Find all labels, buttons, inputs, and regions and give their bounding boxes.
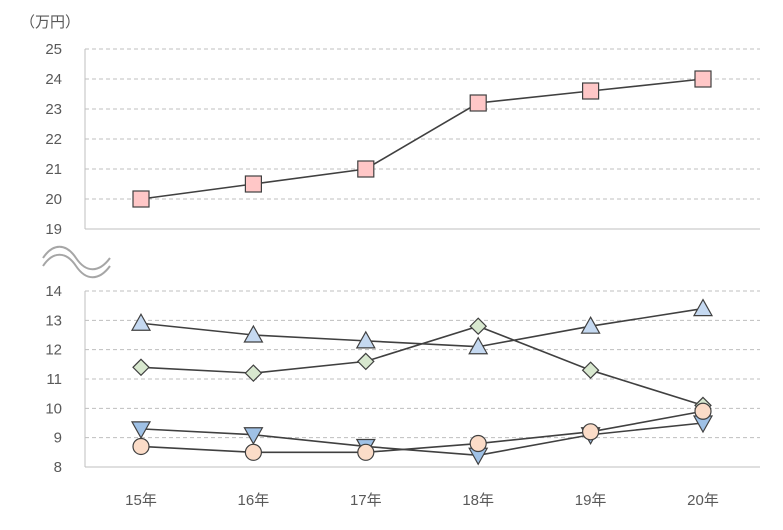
series-line <box>140 410 704 454</box>
series-line <box>140 307 704 348</box>
data-point <box>130 313 152 331</box>
y-tick-label: 9 <box>54 430 62 447</box>
data-point <box>694 70 712 88</box>
upper-panel-y-axis: 25 24 23 22 21 20 19 <box>45 41 62 238</box>
data-point <box>357 160 375 178</box>
data-point <box>694 402 712 420</box>
series-line <box>140 422 704 457</box>
x-tick-label: 20年 <box>687 492 719 509</box>
lower-panel-y-axis: 14 13 12 11 10 9 8 <box>45 283 62 476</box>
y-tick-label: 10 <box>45 400 62 417</box>
y-tick-label: 13 <box>45 312 62 329</box>
x-tick-label: 16年 <box>238 492 270 509</box>
y-tick-label: 19 <box>45 221 62 238</box>
data-point <box>132 358 150 377</box>
series-line <box>140 78 704 200</box>
y-tick-label: 12 <box>45 342 62 359</box>
upper-panel-grid <box>84 48 760 230</box>
lower-panel-grid <box>84 290 760 468</box>
x-tick-label: 15年 <box>125 492 157 509</box>
data-point <box>580 315 601 334</box>
data-point <box>357 443 375 461</box>
data-point <box>244 175 262 193</box>
y-tick-label: 8 <box>54 459 62 476</box>
y-tick-label: 25 <box>45 41 62 58</box>
series-group <box>130 70 714 466</box>
x-tick-label: 19年 <box>575 492 607 509</box>
data-point <box>243 427 264 445</box>
x-tick-label: 18年 <box>462 492 494 509</box>
axis-break-icon-lower <box>42 253 111 279</box>
y-tick-label: 11 <box>46 371 62 388</box>
y-unit-label: （万円） <box>20 14 80 31</box>
y-tick-label: 22 <box>45 131 62 148</box>
data-point <box>356 352 375 371</box>
data-point <box>132 437 150 456</box>
data-point <box>469 94 487 112</box>
series-line <box>140 325 704 407</box>
data-point <box>130 421 152 440</box>
data-point <box>244 364 263 382</box>
y-tick-label: 21 <box>45 161 62 178</box>
y-tick-label: 24 <box>45 71 62 88</box>
axis-break-icon <box>42 245 111 271</box>
x-tick-label: 17年 <box>350 492 382 509</box>
data-point <box>355 330 376 349</box>
data-point <box>244 443 262 461</box>
data-point <box>468 336 489 355</box>
y-tick-label: 20 <box>45 191 62 208</box>
data-point <box>243 324 264 343</box>
data-point <box>469 434 487 453</box>
y-tick-label: 14 <box>45 283 62 300</box>
y-tick-label: 23 <box>45 101 62 118</box>
data-point <box>581 361 600 380</box>
data-point <box>692 298 714 317</box>
data-point <box>469 317 488 336</box>
data-point <box>581 423 600 441</box>
x-axis: 15年 16年 17年 18年 19年 20年 <box>125 492 719 509</box>
data-point <box>132 190 150 208</box>
data-point <box>581 82 600 100</box>
